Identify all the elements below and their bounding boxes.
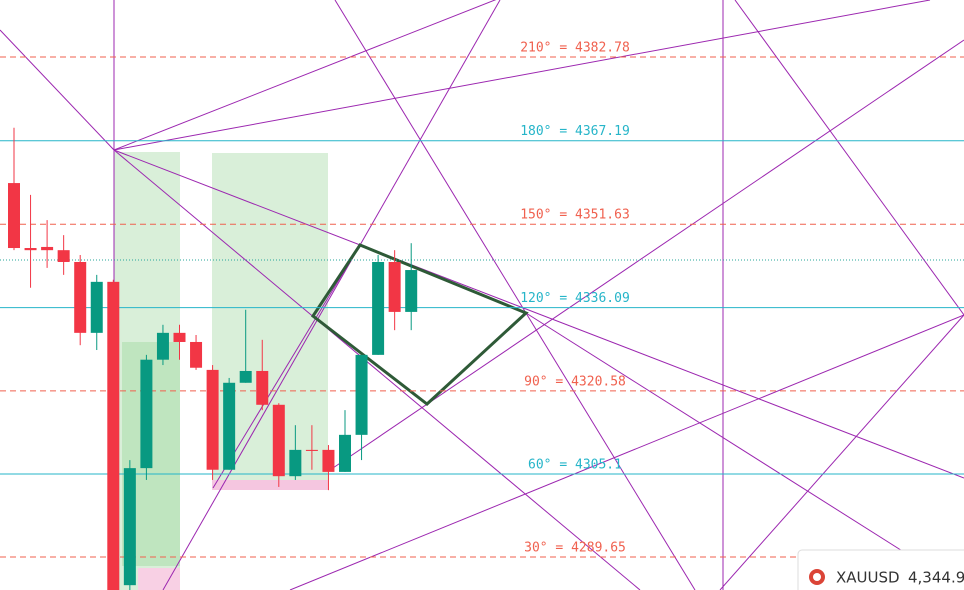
level-label: 150° = 4351.63 — [520, 208, 630, 223]
candle-body — [190, 341, 203, 368]
candle-body — [123, 468, 136, 586]
zone — [212, 480, 328, 490]
candle-body — [74, 261, 87, 333]
level-label: 180° = 4367.19 — [520, 124, 630, 139]
candle-body — [388, 261, 401, 312]
candle-body — [107, 281, 120, 590]
candle-body — [239, 370, 252, 383]
ticker-panel — [797, 549, 964, 590]
candle-body — [355, 354, 368, 435]
ticker-icon — [813, 573, 821, 581]
candle-body — [173, 332, 186, 342]
candle-body — [8, 183, 20, 249]
candle-body — [289, 449, 302, 477]
candle-body — [405, 270, 418, 312]
level-label: 210° = 4382.78 — [520, 41, 630, 56]
candle-body — [156, 332, 169, 360]
candle-body — [322, 449, 335, 472]
candle-body — [90, 281, 103, 333]
candle-body — [372, 261, 385, 355]
candle-body — [24, 248, 37, 251]
level-label: 30° = 4289.65 — [524, 540, 626, 555]
level-label: 120° = 4336.09 — [520, 291, 630, 306]
zone — [138, 568, 180, 590]
candle-body — [272, 404, 285, 477]
level-label: 90° = 4320.58 — [524, 374, 626, 389]
candle-body — [41, 246, 54, 251]
ticker-price: 4,344.98 — [908, 569, 964, 587]
rhombus — [310, 243, 529, 406]
candle-body — [206, 369, 219, 470]
plot: 210° = 4382.78 180° = 4367.19 150° = 4351.… — [0, 41, 964, 590]
candle-body — [140, 359, 153, 469]
candle-body — [305, 449, 318, 451]
candle-body — [57, 250, 70, 262]
level-label: 60° = 4305.1 — [528, 458, 622, 473]
ticker-box: XAUUSD 4,344.98 — [797, 549, 964, 590]
ticker-symbol: XAUUSD — [836, 569, 900, 587]
candle-body — [256, 370, 269, 405]
candle-body — [223, 382, 236, 470]
candle-body — [339, 434, 351, 472]
